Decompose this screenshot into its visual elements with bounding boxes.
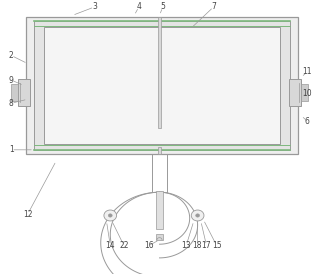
Text: 22: 22 (119, 241, 129, 250)
Text: 11: 11 (302, 67, 312, 76)
Text: 18: 18 (193, 241, 202, 250)
Text: 1: 1 (9, 145, 13, 154)
Circle shape (108, 214, 112, 217)
Bar (18, 79, 30, 106)
Bar (156, 234, 163, 240)
Text: 16: 16 (144, 241, 153, 250)
Text: 7: 7 (211, 2, 216, 12)
Text: 12: 12 (23, 210, 33, 219)
Bar (156, 191, 163, 229)
Text: 13: 13 (182, 241, 191, 250)
Bar (11, 84, 18, 101)
Text: 5: 5 (160, 2, 165, 12)
Text: 8: 8 (9, 99, 13, 108)
Circle shape (191, 210, 204, 221)
Bar (44, 27, 280, 144)
Text: 17: 17 (202, 241, 211, 250)
Text: 14: 14 (106, 241, 115, 250)
Text: 2: 2 (9, 51, 13, 60)
Bar (158, 17, 161, 128)
Bar (26, 17, 298, 154)
Bar (34, 21, 290, 150)
Circle shape (196, 214, 199, 217)
Text: 10: 10 (302, 89, 312, 98)
Text: 3: 3 (92, 2, 97, 12)
Circle shape (104, 210, 117, 221)
Text: 15: 15 (212, 241, 221, 250)
Text: 9: 9 (9, 76, 14, 84)
Text: 6: 6 (305, 117, 310, 126)
Bar (301, 84, 308, 101)
Bar (158, 147, 161, 154)
Bar (289, 79, 301, 106)
Text: 4: 4 (137, 2, 141, 12)
